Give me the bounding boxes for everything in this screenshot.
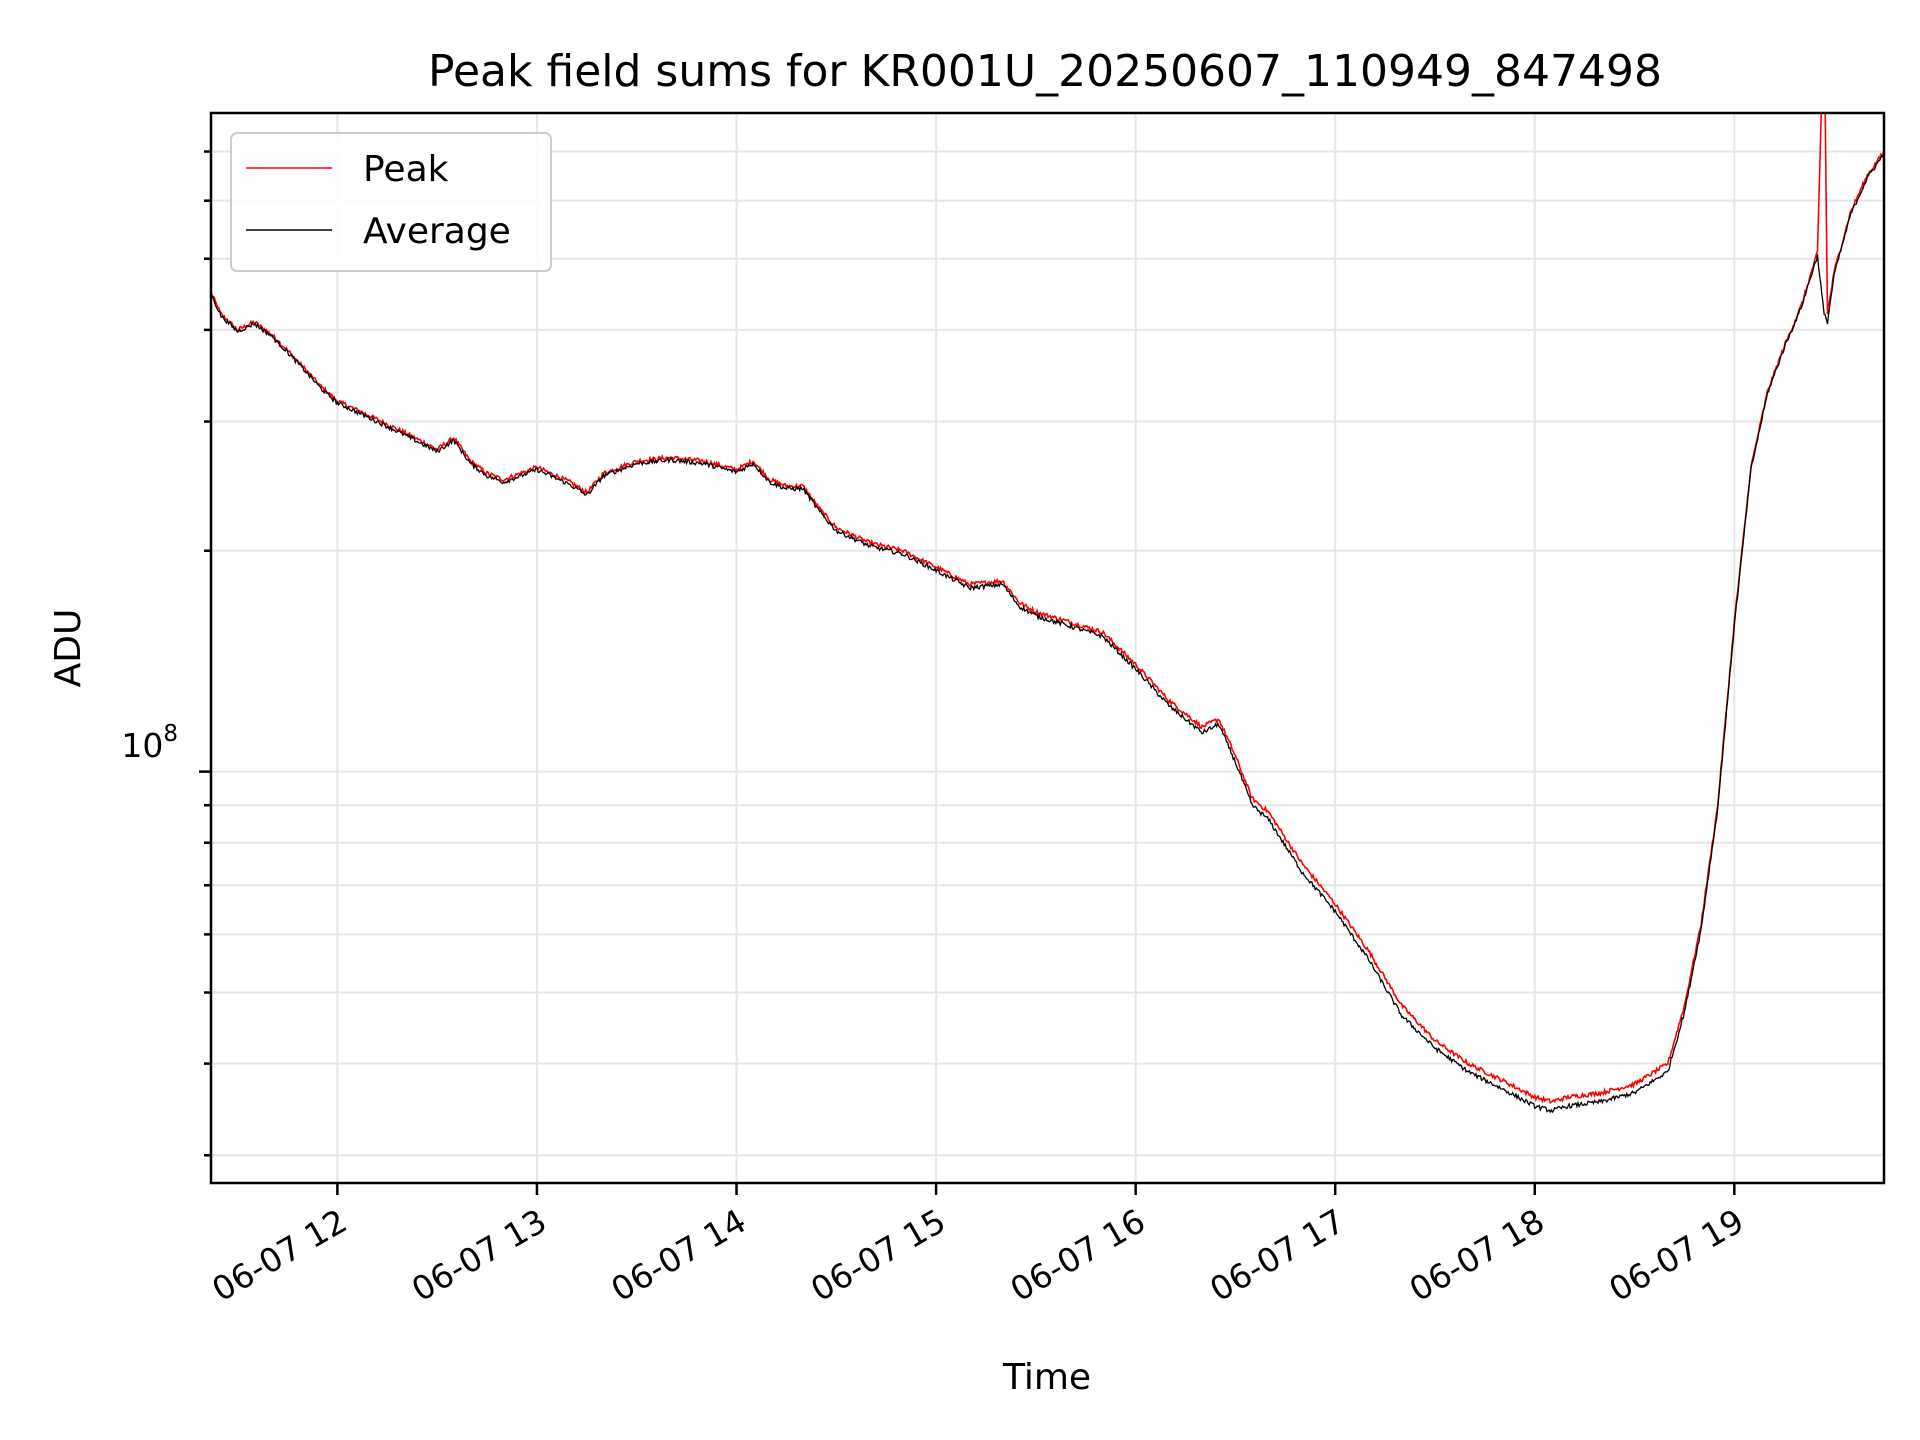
series-average-line: [211, 153, 1884, 1114]
y-axis-label: ADU: [48, 609, 89, 688]
y-axis: 108: [121, 150, 211, 1157]
plot-frame: [209, 111, 1886, 1185]
legend-average-label: Average: [363, 211, 511, 252]
grid: [211, 113, 1884, 1183]
x-axis-label: Time: [1002, 1357, 1091, 1398]
y-tick-label: 108: [121, 721, 178, 765]
chart-title: Peak field sums for KR001U_20250607_1109…: [428, 46, 1662, 97]
legend-peak-label: Peak: [363, 149, 449, 190]
plot-series: [211, 113, 1884, 1114]
legend: Peak Average: [230, 132, 552, 272]
